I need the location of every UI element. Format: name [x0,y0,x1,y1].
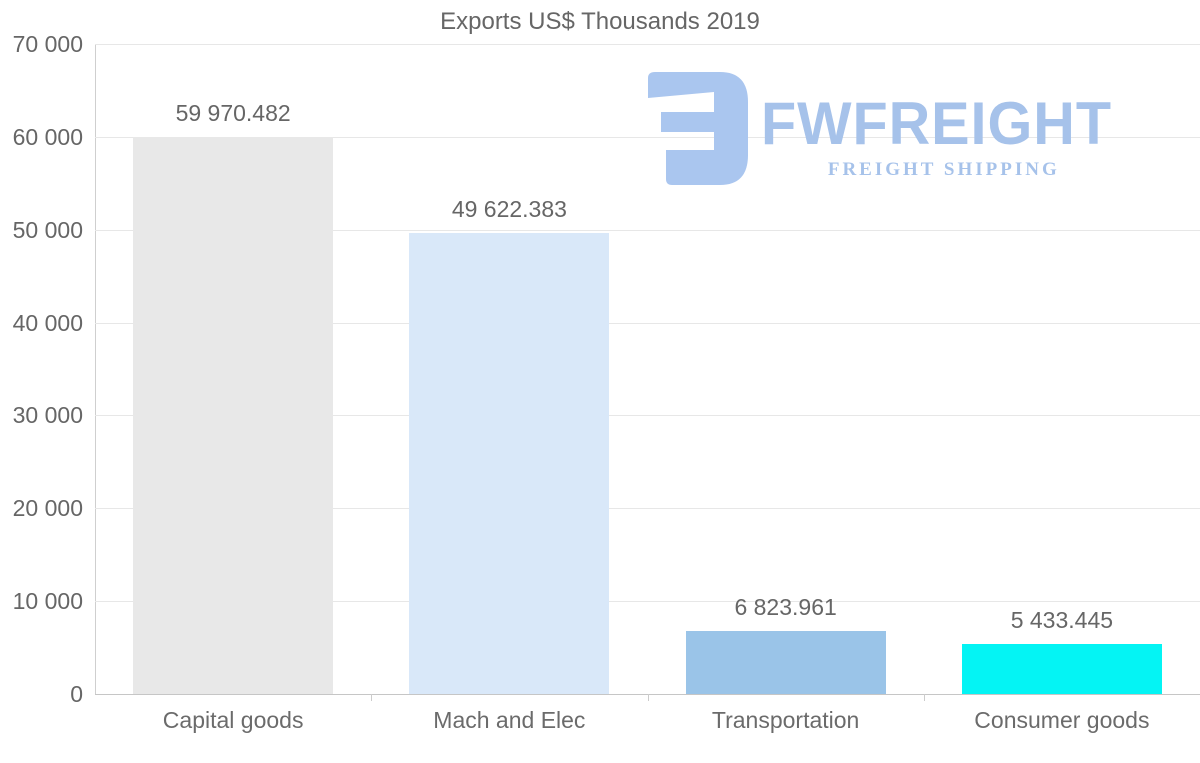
bar-value-label: 6 823.961 [734,593,837,620]
bar-value-label: 59 970.482 [175,100,291,127]
chart-title: Exports US$ Thousands 2019 [440,8,760,35]
gridline [95,322,1200,324]
bar-value-label: 49 622.383 [451,196,567,223]
logo-wordmark: FWFREIGHT [761,90,1112,157]
bar-mach-and-elec[interactable] [409,233,610,694]
x-axis-baseline [95,694,1200,695]
gridline [95,44,1200,45]
gridline [95,229,1200,231]
gridline [95,136,1200,138]
y-axis-line [95,44,96,694]
logo-tagline: FREIGHT SHIPPING [827,159,1060,180]
bar-value-label: 5 433.445 [1010,606,1114,633]
gridline [95,508,1200,510]
fwfreight-logo: FWFREIGHT FREIGHT SHIPPING [648,72,1127,185]
bar-capital-goods[interactable] [133,137,334,694]
fwfreight-logo-icon [648,72,748,185]
gridline [95,415,1200,417]
bar-consumer-goods[interactable] [961,643,1162,694]
bar-transportation[interactable] [685,630,886,694]
gridline [95,601,1200,603]
fwfreight-logo-text: FWFREIGHT FREIGHT SHIPPING [761,72,1127,185]
